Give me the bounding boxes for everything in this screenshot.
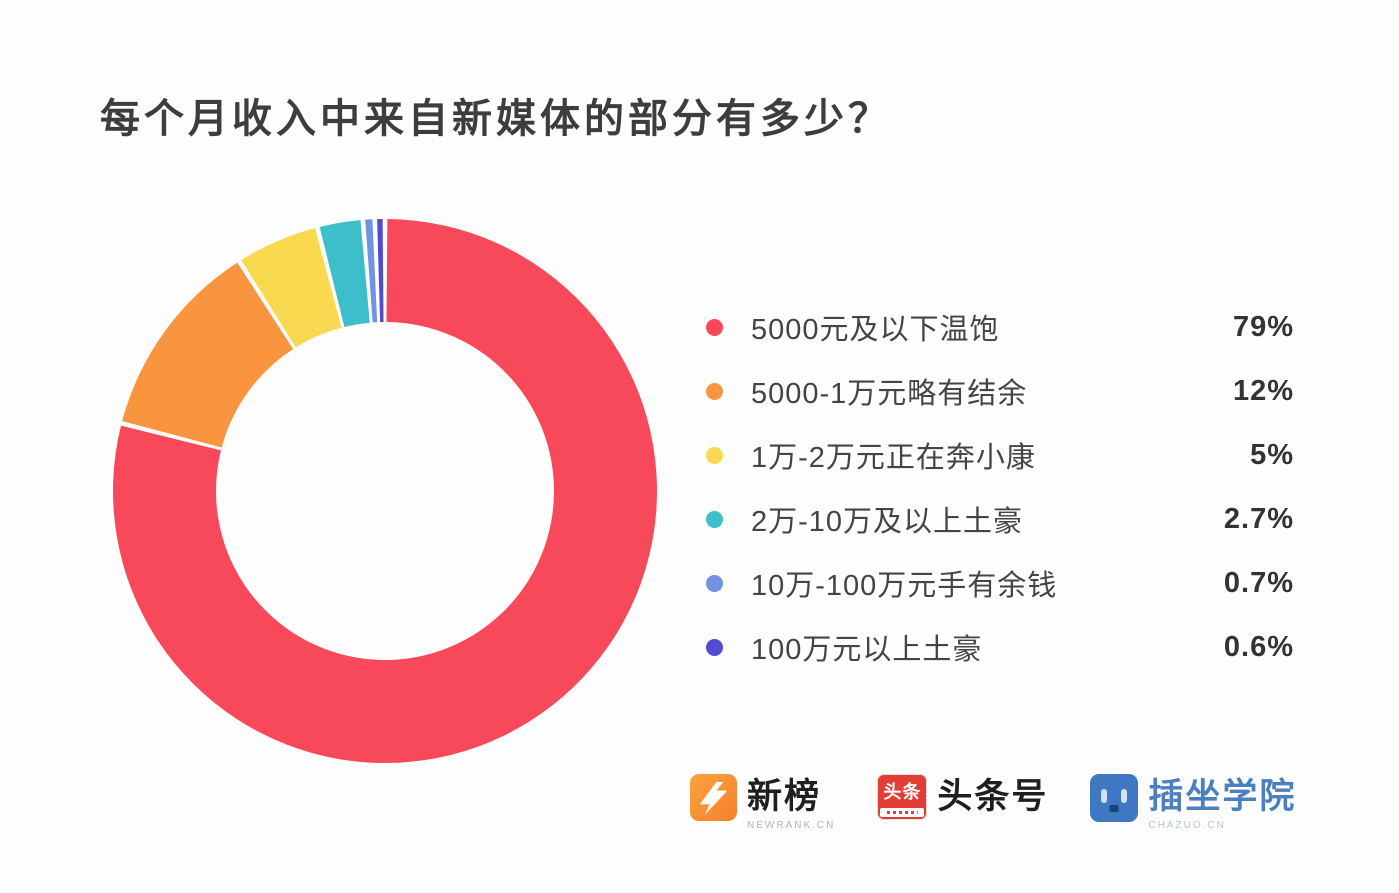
newrank-lightning-n-icon	[690, 774, 737, 821]
legend-item: 5000-1万元略有结余 12%	[706, 359, 1294, 423]
legend-color-dot-icon	[706, 318, 723, 336]
chazuo-icon-left-eye	[1101, 789, 1108, 803]
chazuo-logo: 插坐学院 CHAZUO.CN	[1090, 774, 1296, 832]
toutiao-name: 头条号	[937, 777, 1049, 816]
legend-color-dot-icon	[706, 638, 723, 656]
page-title: 每个月收入中来自新媒体的部分有多少？	[100, 97, 892, 141]
legend-item: 100万元以上土豪 0.6%	[706, 615, 1294, 679]
toutiao-icon-strip	[880, 808, 925, 817]
donut-chart	[112, 218, 658, 764]
chazuo-icon-right-eye	[1121, 789, 1128, 803]
legend-value: 0.6%	[1223, 630, 1294, 663]
chazuo-name: 插坐学院	[1148, 777, 1297, 816]
toutiao-logo: 头条 头条号	[877, 774, 1048, 820]
legend-value: 79%	[1232, 310, 1294, 343]
donut-chart-svg	[113, 219, 658, 763]
newrank-name: 新榜	[747, 777, 822, 816]
legend-label: 5000元及以下温饱	[751, 314, 1000, 346]
legend-label: 10万-100万元手有余钱	[751, 570, 1058, 602]
legend-color-dot-icon	[706, 574, 723, 592]
toutiao-icon-text: 头条	[883, 782, 922, 802]
newrank-subtitle: NEWRANK.CN	[747, 820, 836, 831]
footer-logos: 新榜 NEWRANK.CN 头条 头条号 插坐学院 CHAZUO.CN	[690, 774, 1296, 832]
legend-value: 12%	[1232, 374, 1294, 407]
donut-segment-2	[241, 228, 342, 348]
legend-item: 10万-100万元手有余钱 0.7%	[706, 551, 1294, 615]
legend-item: 1万-2万元正在奔小康 5%	[706, 423, 1294, 487]
chazuo-robot-face-icon	[1090, 774, 1139, 822]
toutiao-red-square-icon: 头条	[877, 774, 928, 820]
legend-item: 5000元及以下温饱 79%	[706, 295, 1294, 359]
donut-segment-0	[113, 219, 658, 763]
chazuo-icon-mouth	[1109, 805, 1119, 812]
legend-item: 2万-10万及以上土豪 2.7%	[706, 487, 1294, 551]
legend-label: 2万-10万及以上土豪	[751, 506, 1024, 538]
legend: 5000元及以下温饱 79% 5000-1万元略有结余 12% 1万-2万元正在奔小康 5…	[706, 295, 1294, 679]
legend-color-dot-icon	[706, 446, 723, 464]
legend-label: 100万元以上土豪	[751, 634, 983, 666]
donut-segment-3	[319, 220, 370, 327]
legend-label: 5000-1万元略有结余	[751, 378, 1028, 410]
legend-color-dot-icon	[706, 510, 723, 528]
newrank-logo: 新榜 NEWRANK.CN	[690, 774, 835, 832]
donut-segment-4	[365, 219, 378, 323]
legend-label: 1万-2万元正在奔小康	[751, 442, 1036, 474]
donut-segment-5	[377, 219, 384, 323]
legend-value: 2.7%	[1223, 502, 1294, 535]
legend-value: 0.7%	[1223, 566, 1294, 599]
legend-value: 5%	[1250, 438, 1294, 471]
legend-color-dot-icon	[706, 382, 723, 400]
chazuo-subtitle: CHAZUO.CN	[1148, 820, 1226, 831]
donut-segment-1	[122, 262, 294, 448]
